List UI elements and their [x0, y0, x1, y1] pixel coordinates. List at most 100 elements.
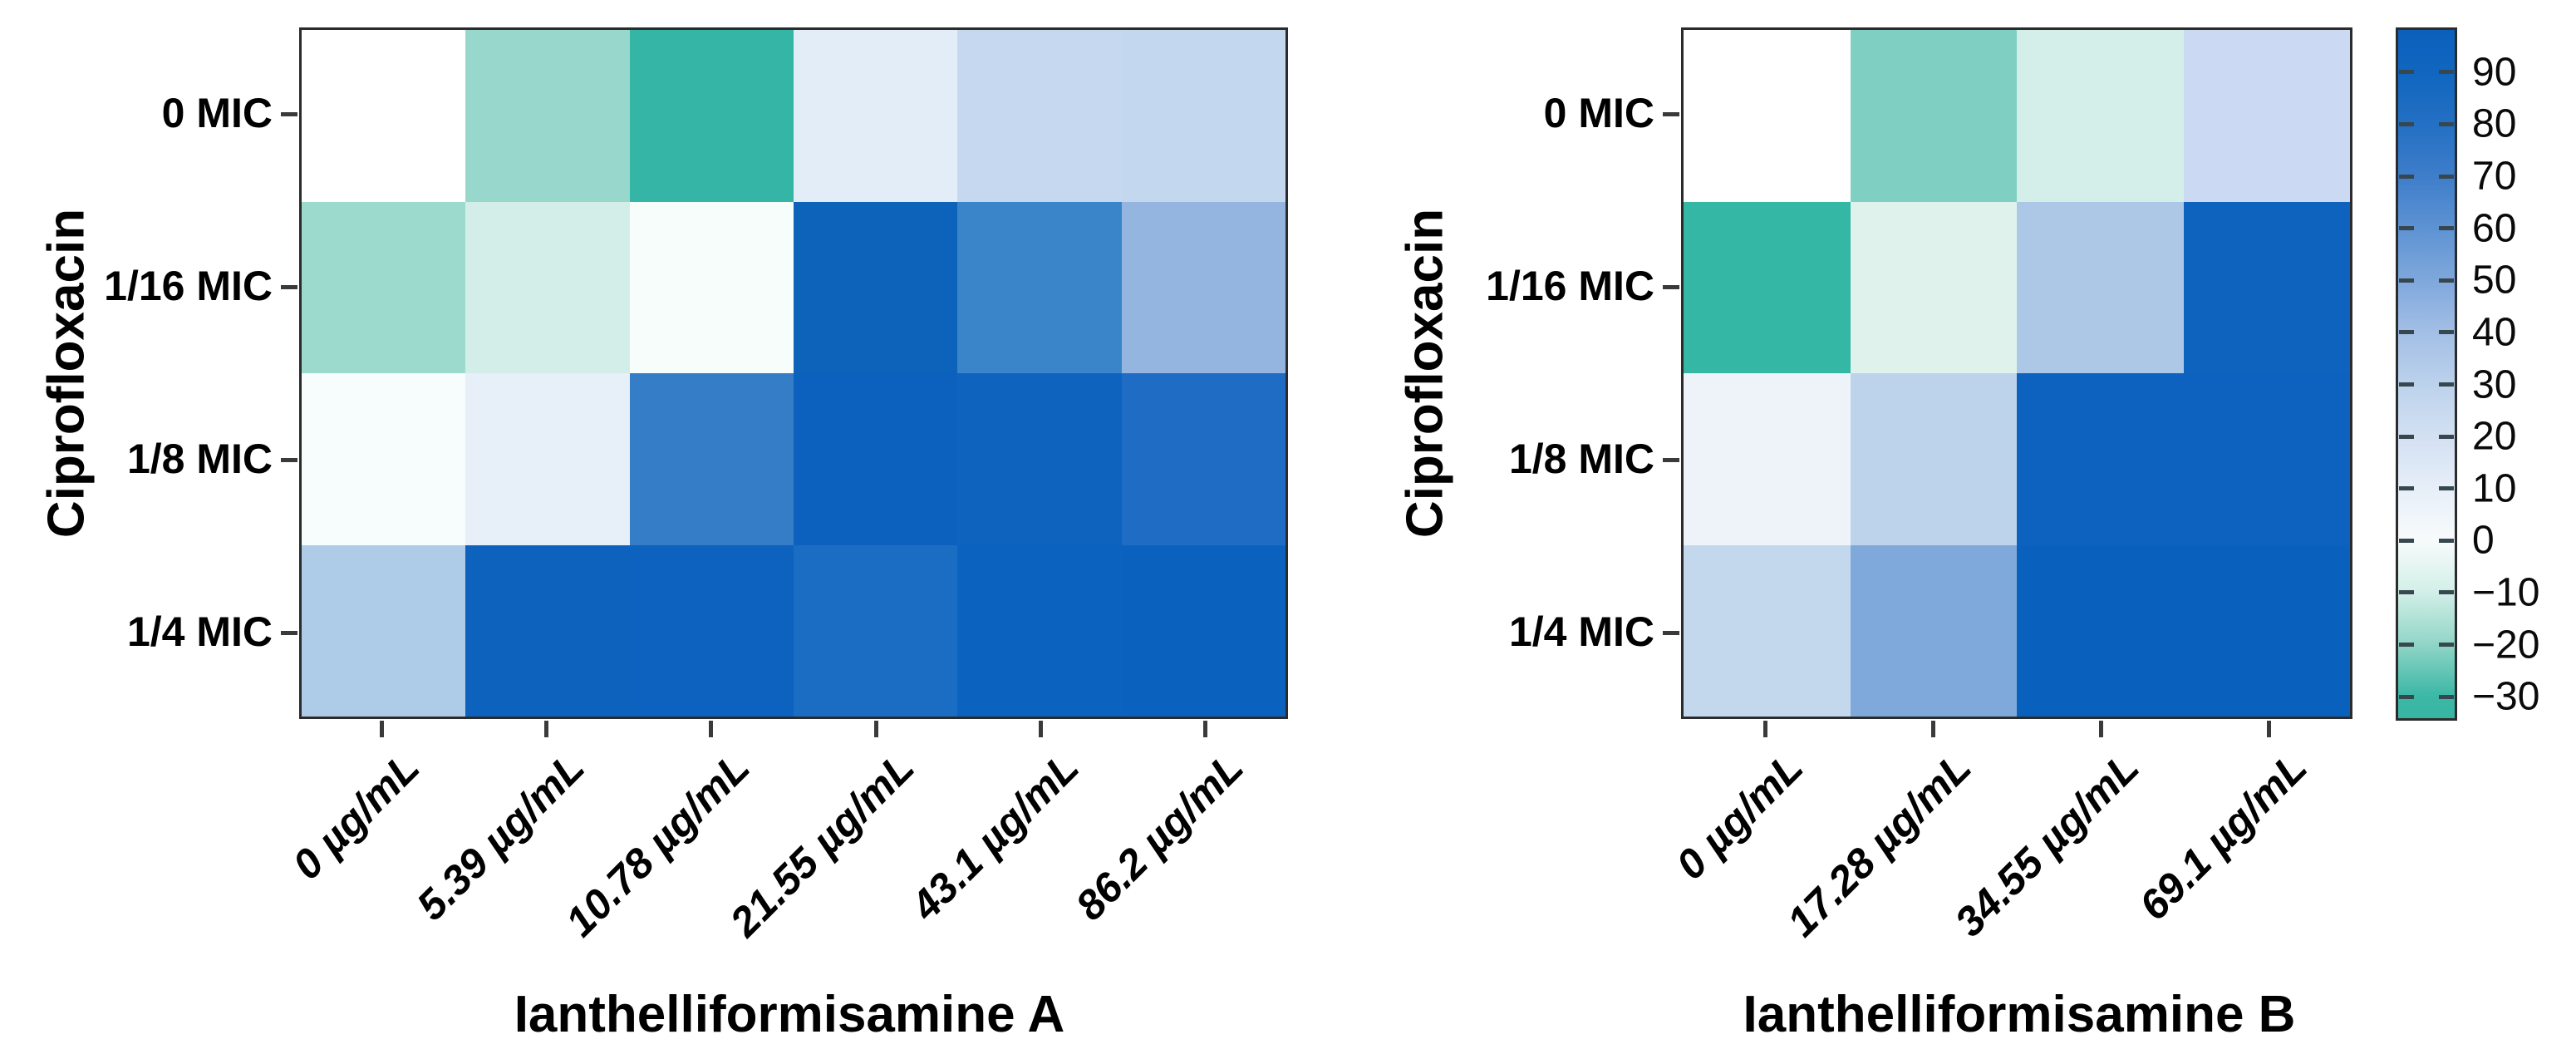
heatmap-b-cell-r0c3	[2183, 30, 2350, 202]
heatmap-b-cell-r2c2	[2017, 373, 2184, 545]
x-tick-mark-b	[1762, 721, 1767, 737]
colorbar-tick-mark-right	[2439, 486, 2454, 491]
heatmap-a-cell-r2c1	[465, 373, 630, 545]
heatmap-b-cell-r0c0	[1684, 30, 1851, 202]
heatmap-b	[1681, 27, 2352, 719]
y-tick-mark-a	[281, 630, 297, 635]
heatmap-a-cell-r3c1	[465, 544, 630, 717]
heatmap-a-cell-r2c4	[957, 373, 1122, 545]
colorbar-tick-label: 60	[2472, 206, 2517, 251]
heatmap-b-cell-r1c1	[1850, 201, 2017, 373]
heatmap-a-cell-r0c4	[957, 30, 1122, 202]
heatmap-a-cell-r0c1	[465, 30, 630, 202]
heatmap-b-cell-r2c3	[2183, 373, 2350, 545]
colorbar-tick-label: 0	[2472, 518, 2495, 563]
colorbar-tick-mark-right	[2439, 174, 2454, 179]
heatmap-b-cell-r3c1	[1850, 544, 2017, 717]
colorbar	[2396, 27, 2457, 721]
x-tick-mark-b	[2266, 721, 2271, 737]
colorbar-tick-label: −30	[2472, 674, 2540, 719]
heatmap-a	[299, 27, 1288, 719]
heatmap-b-cell-r2c0	[1684, 373, 1851, 545]
colorbar-tick-mark-right	[2439, 278, 2454, 283]
colorbar-tick-label: 40	[2472, 310, 2517, 355]
heatmap-a-cell-r3c0	[302, 544, 466, 717]
heatmap-b-cell-r0c1	[1850, 30, 2017, 202]
heatmap-a-cell-r2c0	[302, 373, 466, 545]
heatmap-b-cell-r0c2	[2017, 30, 2184, 202]
heatmap-a-cell-r3c2	[629, 544, 794, 717]
colorbar-tick-mark-right	[2439, 121, 2454, 126]
colorbar-tick-mark-left	[2399, 643, 2414, 648]
heatmap-a-cell-r1c0	[302, 201, 466, 373]
heatmap-a-cell-r3c3	[793, 544, 958, 717]
heatmap-a-cell-r0c3	[793, 30, 958, 202]
x-axis-title-a: Ianthelliformisamine A	[514, 986, 1065, 1043]
colorbar-tick-mark-right	[2439, 694, 2454, 699]
colorbar-tick-mark-right	[2439, 590, 2454, 595]
colorbar-tick-mark-left	[2399, 330, 2414, 335]
x-tick-mark-a	[1203, 721, 1208, 737]
y-tick-label-a: 0 MIC	[161, 89, 273, 136]
colorbar-tick-mark-right	[2439, 434, 2454, 439]
x-tick-label-b: 69.1 µg/mL	[2130, 743, 2316, 929]
colorbar-tick-mark-right	[2439, 330, 2454, 335]
y-tick-mark-a	[281, 457, 297, 462]
colorbar-tick-label: 70	[2472, 154, 2517, 199]
colorbar-tick-mark-right	[2439, 70, 2454, 75]
y-tick-mark-b	[1663, 457, 1679, 462]
x-tick-mark-a	[379, 721, 384, 737]
x-tick-mark-a	[873, 721, 878, 737]
y-tick-label-b: 0 MIC	[1543, 89, 1654, 136]
heatmap-a-cell-r1c2	[629, 201, 794, 373]
colorbar-tick-label: 30	[2472, 362, 2517, 407]
colorbar-tick-mark-left	[2399, 382, 2414, 387]
y-tick-label-b: 1/4 MIC	[1508, 608, 1654, 655]
x-tick-label-a: 43.1 µg/mL	[902, 743, 1088, 929]
y-tick-mark-b	[1663, 630, 1679, 635]
colorbar-tick-mark-left	[2399, 278, 2414, 283]
heatmap-b-cell-r3c2	[2017, 544, 2184, 717]
colorbar-tick-mark-left	[2399, 70, 2414, 75]
heatmap-a-cell-r0c2	[629, 30, 794, 202]
x-tick-label-a: 0 µg/mL	[283, 743, 429, 889]
y-axis-title-b: Ciprofloxacin	[1396, 208, 1454, 539]
x-tick-mark-a	[1039, 721, 1043, 737]
heatmap-a-cell-r2c3	[793, 373, 958, 545]
colorbar-tick-label: 90	[2472, 50, 2517, 95]
colorbar-tick-mark-right	[2439, 226, 2454, 231]
heatmap-b-cell-r1c2	[2017, 201, 2184, 373]
heatmap-a-cell-r1c3	[793, 201, 958, 373]
colorbar-tick-label: 10	[2472, 466, 2517, 511]
x-tick-mark-a	[544, 721, 548, 737]
heatmap-b-cell-r1c0	[1684, 201, 1851, 373]
colorbar-tick-label: 80	[2472, 101, 2517, 146]
colorbar-tick-mark-left	[2399, 538, 2414, 543]
heatmap-a-cell-r1c5	[1121, 201, 1286, 373]
y-tick-mark-b	[1663, 284, 1679, 289]
heatmap-a-cell-r2c5	[1121, 373, 1286, 545]
y-tick-label-a: 1/8 MIC	[126, 435, 273, 482]
colorbar-tick-mark-right	[2439, 643, 2454, 648]
colorbar-tick-label: 20	[2472, 414, 2517, 459]
heatmap-b-cell-r3c0	[1684, 544, 1851, 717]
heatmap-a-cell-r0c0	[302, 30, 466, 202]
y-tick-label-a: 1/16 MIC	[104, 262, 273, 309]
colorbar-tick-mark-left	[2399, 121, 2414, 126]
y-tick-label-a: 1/4 MIC	[126, 608, 273, 655]
colorbar-tick-mark-right	[2439, 538, 2454, 543]
x-tick-mark-a	[709, 721, 714, 737]
x-tick-mark-b	[2098, 721, 2103, 737]
colorbar-tick-mark-left	[2399, 590, 2414, 595]
y-tick-label-b: 1/16 MIC	[1486, 262, 1654, 309]
heatmap-a-cell-r3c5	[1121, 544, 1286, 717]
colorbar-tick-label: 50	[2472, 258, 2517, 303]
y-tick-mark-a	[281, 111, 297, 116]
y-axis-title-a: Ciprofloxacin	[37, 208, 96, 539]
y-tick-mark-b	[1663, 111, 1679, 116]
y-tick-mark-a	[281, 284, 297, 289]
x-axis-title-b: Ianthelliformisamine B	[1743, 986, 2296, 1043]
heatmap-b-cell-r3c3	[2183, 544, 2350, 717]
colorbar-tick-mark-left	[2399, 434, 2414, 439]
